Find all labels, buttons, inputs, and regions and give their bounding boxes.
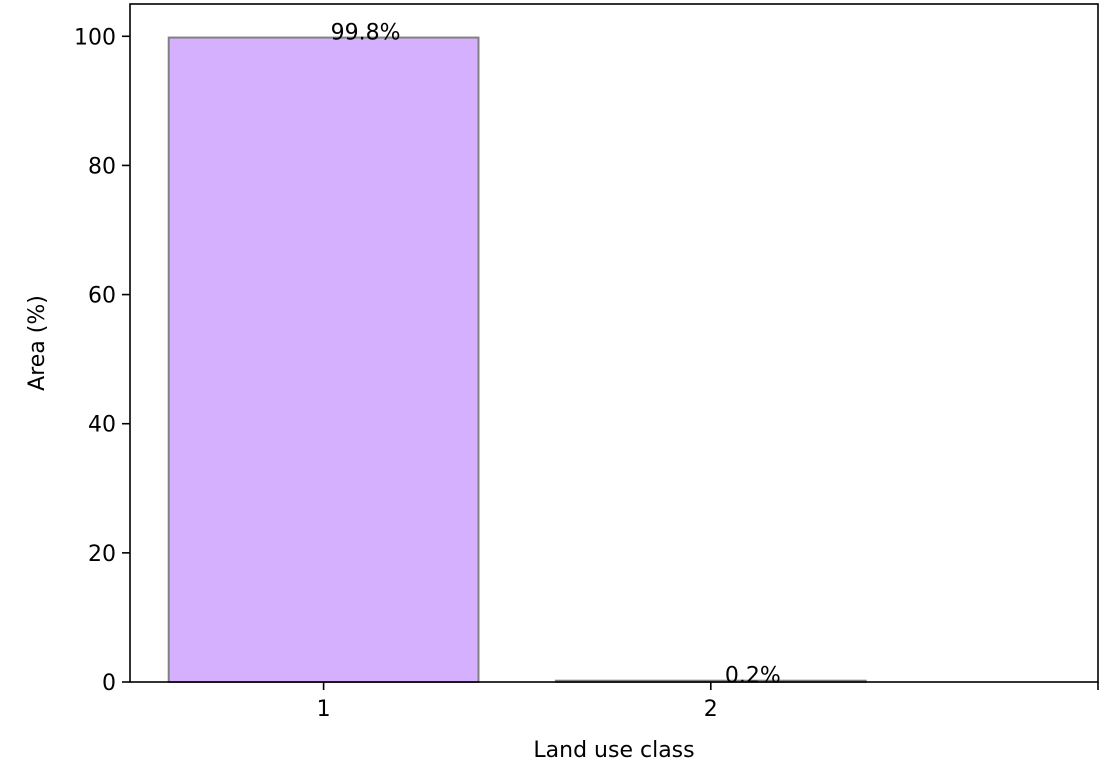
y-tick-label-80: 80 xyxy=(88,154,116,179)
x-tick-label-2: 2 xyxy=(704,697,718,722)
y-axis: 0 20 40 60 80 100 xyxy=(74,25,130,696)
y-tick-label-20: 20 xyxy=(88,542,116,567)
bars-group xyxy=(167,36,867,683)
data-label-1: 99.8% xyxy=(331,21,401,46)
y-tick-label-100: 100 xyxy=(74,25,116,50)
data-label-2: 0.2% xyxy=(725,664,781,689)
plot-frame xyxy=(129,3,1099,683)
y-tick-label-0: 0 xyxy=(102,671,116,696)
x-tick-label-1: 1 xyxy=(317,697,331,722)
bar-1 xyxy=(167,36,480,683)
y-axis-title: Area (%) xyxy=(25,295,50,391)
x-axis-title: Land use class xyxy=(533,738,694,763)
y-tick-label-60: 60 xyxy=(88,284,116,309)
data-labels-group: 99.8% 0.2% xyxy=(331,21,781,689)
y-tick-label-40: 40 xyxy=(88,413,116,438)
